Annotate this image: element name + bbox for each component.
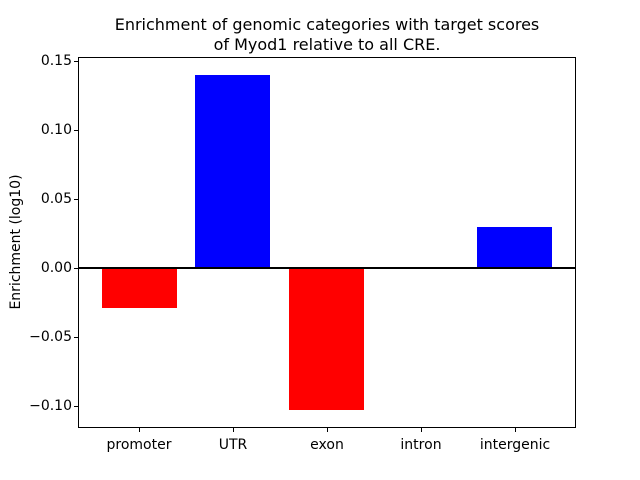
- bar-intergenic: [477, 227, 552, 268]
- y-tick-label: −0.05: [29, 329, 72, 345]
- x-tick-label-promoter: promoter: [106, 437, 172, 453]
- x-tick-label-intron: intron: [400, 437, 442, 453]
- x-tick-label-intergenic: intergenic: [479, 437, 551, 453]
- y-tick-label: −0.10: [29, 398, 72, 414]
- y-tick: [74, 61, 78, 62]
- y-tick: [74, 268, 78, 269]
- chart-title: Enrichment of genomic categories with ta…: [78, 15, 576, 55]
- chart-title-line1: Enrichment of genomic categories with ta…: [114, 15, 540, 34]
- y-tick-label: 0.00: [40, 260, 72, 276]
- chart-title-line2: of Myod1 relative to all CRE.: [213, 35, 441, 54]
- zero-line: [79, 267, 575, 269]
- bar-exon: [289, 268, 364, 410]
- x-tick: [515, 428, 516, 432]
- x-tick: [233, 428, 234, 432]
- y-tick-label: 0.15: [40, 53, 72, 69]
- x-tick: [327, 428, 328, 432]
- y-tick-label: 0.10: [40, 122, 72, 138]
- x-tick: [421, 428, 422, 432]
- x-tick-label-exon: exon: [310, 437, 344, 453]
- y-tick: [74, 337, 78, 338]
- y-tick: [74, 199, 78, 200]
- y-tick: [74, 130, 78, 131]
- y-tick: [74, 406, 78, 407]
- bar-UTR: [195, 75, 270, 268]
- bar-promoter: [102, 268, 177, 308]
- x-tick: [139, 428, 140, 432]
- x-tick-label-UTR: UTR: [218, 437, 248, 453]
- y-tick-label: 0.05: [40, 191, 72, 207]
